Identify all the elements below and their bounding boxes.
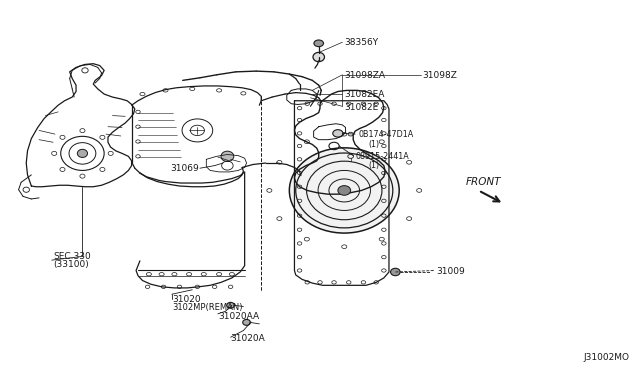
Text: 31020A: 31020A <box>230 334 266 343</box>
Text: 31098ZA: 31098ZA <box>344 71 385 80</box>
Text: 38356Y: 38356Y <box>344 38 378 47</box>
Ellipse shape <box>333 130 343 137</box>
Text: (33100): (33100) <box>53 260 89 269</box>
Ellipse shape <box>227 302 234 308</box>
Text: 31020: 31020 <box>172 295 200 304</box>
Ellipse shape <box>289 148 399 233</box>
Text: 31069: 31069 <box>170 164 198 173</box>
Ellipse shape <box>313 52 324 62</box>
Ellipse shape <box>221 151 234 161</box>
Ellipse shape <box>77 149 88 157</box>
Ellipse shape <box>243 320 250 326</box>
Text: 31020AA: 31020AA <box>218 312 259 321</box>
Text: 31098Z: 31098Z <box>422 71 457 80</box>
Text: (1): (1) <box>368 140 379 149</box>
Text: 0B174-47D1A: 0B174-47D1A <box>358 130 413 140</box>
Text: FRONT: FRONT <box>466 177 501 187</box>
Text: 31009: 31009 <box>436 267 465 276</box>
Text: J31002MO: J31002MO <box>584 353 630 362</box>
Ellipse shape <box>338 186 351 195</box>
Text: 08915-2441A: 08915-2441A <box>355 152 409 161</box>
Ellipse shape <box>390 268 400 276</box>
Text: 31082E: 31082E <box>344 103 378 112</box>
Text: 3102MP(REMAN): 3102MP(REMAN) <box>172 303 243 312</box>
Ellipse shape <box>314 40 323 46</box>
Text: (1): (1) <box>368 161 379 170</box>
Text: SEC.330: SEC.330 <box>53 252 91 261</box>
Text: 31082EA: 31082EA <box>344 90 385 99</box>
